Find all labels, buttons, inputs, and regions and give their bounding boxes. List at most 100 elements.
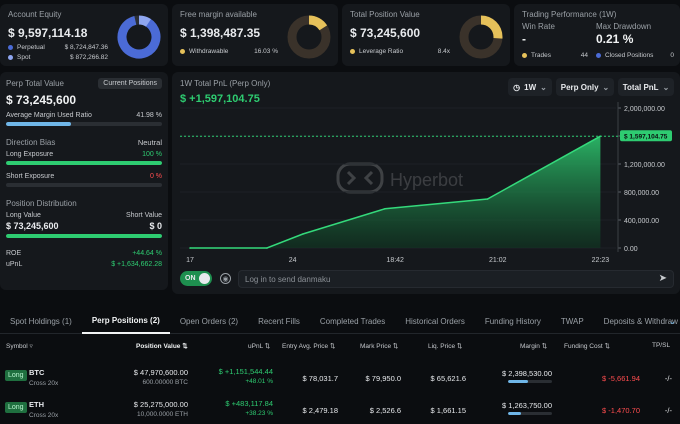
header-funding-cost[interactable]: Funding Cost ⇅ [564, 343, 610, 350]
short-exposure-value: 0 % [149, 173, 162, 180]
short-exposure-label: Short Exposure [6, 173, 55, 180]
watermark-text: Hyperbot [390, 170, 463, 190]
performance-card: Trading Performance (1W) Win Rate - Max … [514, 4, 680, 66]
short-exposure-bar [6, 183, 162, 187]
danmaku-input[interactable]: Log in to send danmaku ➤ [238, 270, 674, 288]
gold-dot-icon [522, 53, 527, 58]
metric-select[interactable]: Total PnL ⌄ [618, 78, 674, 96]
leverage-donut-icon [459, 15, 503, 59]
send-icon[interactable]: ➤ [658, 273, 667, 284]
header-margin[interactable]: Margin ⇅ [520, 343, 548, 350]
upnl-row: uPnL $ +1,634,662.28 [6, 261, 162, 268]
chevron-down-icon: ⌄ [662, 82, 670, 92]
side-badge: Long [5, 370, 27, 381]
y-tick-label: 800,000.00 [624, 190, 659, 197]
short-exposure-row: Short Exposure 0 % [6, 173, 162, 180]
tab-item[interactable]: TWAP [560, 317, 584, 326]
upnl-value: $ +1,151,544.44 [218, 367, 273, 376]
tab-item[interactable]: Spot Holdings (1) [10, 317, 72, 326]
header-position-value[interactable]: Position Value ⇅ [136, 343, 188, 350]
perpetual-row: Perpetual $ 8,724,847.36 [8, 44, 108, 51]
sort-icon: ⇅ [329, 343, 336, 350]
sort-icon: ⇅ [264, 343, 271, 350]
x-tick-label: 24 [289, 257, 297, 264]
avg-margin-label: Average Margin Used Ratio [6, 112, 92, 119]
tab-item[interactable]: Recent Fills [258, 317, 300, 326]
leverage-text: Cross 20x [29, 380, 59, 387]
spot-value: $ 872,266.82 [70, 54, 108, 61]
tab-item[interactable]: Deposits & Withdraw [603, 317, 678, 326]
tpsl-value[interactable]: -/- [664, 406, 672, 415]
leverage-text: Cross 20x [29, 412, 59, 419]
tab-item[interactable]: Historical Orders [405, 317, 465, 326]
withdrawable-label: Withdrawable [189, 48, 229, 55]
upnl-label: uPnL [6, 261, 23, 268]
tab-item[interactable]: Completed Trades [319, 317, 386, 326]
tpsl-value[interactable]: -/- [664, 374, 672, 383]
symbol-name[interactable]: ETH [29, 400, 44, 409]
header-liq-price[interactable]: Liq. Price ⇅ [428, 343, 463, 350]
gold-dot-icon [350, 49, 355, 54]
perp-total-label: Perp Total Value [6, 79, 64, 88]
y-tick-label: 400,000.00 [624, 218, 659, 225]
metric-label: Total PnL [622, 82, 659, 92]
tab-item[interactable]: Open Orders (2) [179, 317, 239, 326]
settings-icon[interactable]: ◉ [220, 273, 231, 284]
tab-item[interactable]: Funding History [484, 317, 541, 326]
short-value-label: Short Value [125, 212, 162, 219]
pnl-point [486, 198, 489, 200]
funding-cost: $ -5,661.94 [602, 374, 640, 383]
tab-item[interactable]: Perp Positions (2) [81, 310, 170, 334]
current-positions-button[interactable]: Current Positions [98, 78, 162, 89]
free-margin-value: $ 1,398,487.35 [180, 26, 261, 40]
x-tick-label: 22:23 [592, 257, 610, 264]
mark-price: $ 2,526.6 [369, 406, 401, 415]
upnl-value: $ +483,117.84 [225, 399, 273, 408]
filter-icon[interactable]: ▿ [29, 343, 33, 350]
value-labels-row: Long Value Short Value [6, 212, 162, 219]
symbol-name[interactable]: BTC [29, 368, 45, 377]
chart-headline: $ +1,597,104.75 [180, 93, 260, 105]
leverage-row: Leverage Ratio 8.4x [350, 48, 450, 55]
sort-icon: ⇅ [456, 343, 463, 350]
margin-value: $ 1,263,750.00 [501, 401, 552, 410]
current-value-label: $ 1,597,104.75 [624, 134, 668, 141]
toggle-knob [199, 273, 210, 284]
scope-label: Perp Only [560, 82, 599, 92]
period-select[interactable]: ◷ 1W ⌄ [508, 78, 552, 96]
header-mark-price[interactable]: Mark Price ⇅ [360, 343, 399, 350]
pnl-chart-panel: 1W Total PnL (Perp Only) $ +1,597,104.75… [172, 72, 680, 294]
chevron-down-icon[interactable]: ⌄ [668, 316, 676, 326]
long-exposure-value: 100 % [142, 151, 162, 158]
watermark: Hyperbot [336, 162, 463, 194]
closed-positions-row: Closed Positions 0 [596, 52, 674, 59]
pnl-point [266, 247, 268, 249]
avg-margin-row: Average Margin Used Ratio 41.98 % [6, 112, 162, 119]
header-upnl[interactable]: uPnL ⇅ [248, 343, 271, 350]
card-title: Free margin available [180, 10, 257, 19]
distribution-bar [6, 234, 162, 238]
pnl-point [384, 208, 386, 210]
roe-row: ROE +44.64 % [6, 250, 162, 257]
margin-donut-icon [287, 15, 331, 59]
danmaku-toggle[interactable]: ON [180, 271, 212, 286]
margin-value: $ 2,398,530.00 [501, 369, 552, 378]
table-row[interactable]: Long BTC Cross 20x $ 47,970,600.00 600.0… [0, 362, 680, 394]
x-tick-label: 21:02 [489, 257, 507, 264]
side-badge: Long [5, 402, 27, 413]
entry-price: $ 2,479.18 [302, 406, 338, 415]
table-row[interactable]: Long ETH Cross 20x $ 25,275,000.00 10,00… [0, 394, 680, 424]
chevron-down-icon: ⌄ [540, 82, 547, 92]
danmaku-placeholder: Log in to send danmaku [245, 275, 331, 284]
positions-tabbar: Spot Holdings (1) Perp Positions (2) Open … [0, 310, 680, 334]
header-symbol[interactable]: Symbol ▿ [6, 343, 33, 350]
blue-dot-icon [596, 53, 601, 58]
clock-icon: ◷ [513, 82, 521, 92]
header-entry-price[interactable]: Entry Avg. Price ⇅ [282, 343, 336, 350]
position-value: $ 47,970,600.00 [133, 368, 188, 377]
pnl-chart[interactable]: Hyperbot 2,000,000.001,600,000.001,200,0… [172, 100, 680, 294]
mark-price: $ 79,950.0 [365, 374, 401, 383]
scope-select[interactable]: Perp Only ⌄ [556, 78, 614, 96]
leverage-label: Leverage Ratio [359, 48, 404, 55]
position-value: $ 25,275,000.00 [133, 400, 188, 409]
